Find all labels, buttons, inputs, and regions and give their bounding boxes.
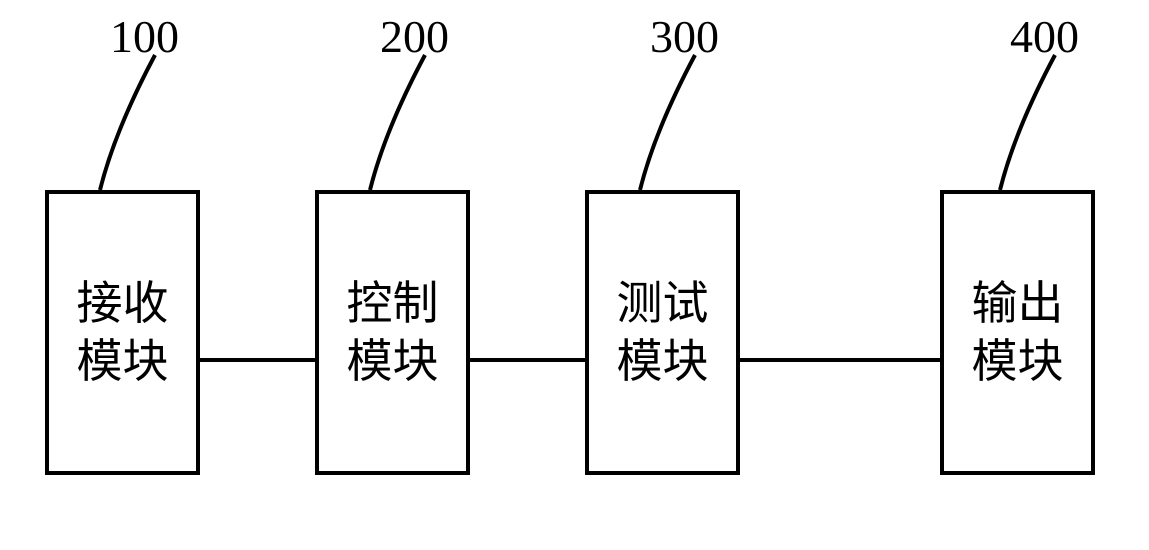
ref-number-300: 300	[650, 10, 719, 63]
leader-line-3	[640, 55, 695, 190]
leader-line-2	[370, 55, 425, 190]
ref-number-400: 400	[1010, 10, 1079, 63]
diagram-canvas: 接收模块 控制模块 测试模块 输出模块 100 200 300 400	[0, 0, 1149, 550]
ref-number-200: 200	[380, 10, 449, 63]
leader-line-1	[100, 55, 155, 190]
leader-lines	[0, 0, 1149, 550]
ref-number-100: 100	[110, 10, 179, 63]
leader-line-4	[1000, 55, 1055, 190]
